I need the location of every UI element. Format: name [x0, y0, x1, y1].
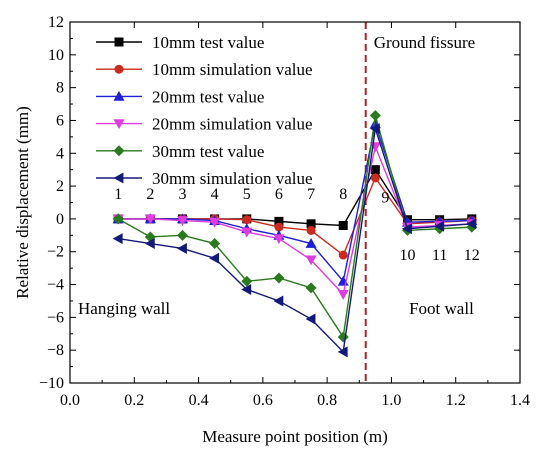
- series-5-point: [177, 229, 188, 241]
- series-4-point: [241, 227, 253, 238]
- series-4-point: [305, 255, 317, 266]
- series-5-point: [273, 272, 285, 284]
- series-5-point: [337, 331, 349, 343]
- y-tick-label: 6: [56, 112, 64, 129]
- measure-point-label: 6: [275, 186, 283, 203]
- measure-point-label: 9: [381, 190, 389, 207]
- series-5-point: [241, 275, 253, 287]
- legend-marker-2: [114, 64, 124, 74]
- series-2-point: [274, 222, 284, 232]
- measure-point-label: 2: [146, 186, 154, 203]
- legend-marker-4: [113, 119, 125, 130]
- legend-label-1: 10mm test value: [152, 33, 264, 52]
- y-tick-label: −8: [47, 342, 64, 359]
- measure-point-label: 12: [464, 247, 480, 264]
- series-1-point: [338, 220, 348, 230]
- x-tick-label: 0.6: [253, 392, 273, 409]
- series-6-point: [177, 242, 187, 254]
- measure-point-label: 1: [114, 186, 122, 203]
- y-tick-label: −10: [39, 375, 64, 392]
- x-tick-label: 0.2: [124, 392, 144, 409]
- foot-wall-annotation: Foot wall: [409, 299, 474, 318]
- x-tick-label: 1.2: [446, 392, 466, 409]
- y-axis-title: Relative displacement (mm): [13, 106, 32, 299]
- measure-point-label: 3: [179, 186, 187, 203]
- series-6-point: [466, 218, 477, 230]
- legend: 10mm test value 10mm simulation value 20mm…: [96, 33, 313, 188]
- series-5-point: [369, 110, 381, 122]
- legend-label-2: 10mm simulation value: [152, 60, 313, 79]
- series-4-point: [273, 234, 285, 245]
- legend-marker-5: [113, 145, 125, 157]
- hanging-wall-annotation: Hanging wall: [78, 299, 170, 318]
- y-tick-label: 10: [48, 47, 64, 64]
- y-tick-label: −6: [47, 309, 64, 326]
- measure-point-label: 4: [211, 186, 219, 203]
- series-6-point: [273, 295, 284, 307]
- y-tick-label: −2: [47, 244, 64, 261]
- series-5-point: [112, 213, 124, 225]
- legend-label-5: 30mm test value: [152, 142, 264, 161]
- series-line-4: [118, 144, 472, 296]
- series-6-point: [241, 283, 252, 295]
- x-tick-label: 0.4: [189, 392, 209, 409]
- labels: 0.0 0.2 0.4 0.6 0.8 1.0 1.2 1.4 −10 −8 −6 −4 −2 0 2 4 6 8…: [39, 14, 530, 409]
- legend-marker-1: [114, 37, 124, 47]
- y-tick-label: 2: [56, 178, 64, 195]
- series-4-point: [177, 216, 188, 227]
- series-4-point: [337, 289, 349, 300]
- x-axis-title: Measure point position (m): [202, 427, 388, 446]
- series-6-point: [144, 238, 155, 250]
- legend-marker-6: [113, 172, 124, 184]
- series-2-point: [306, 225, 316, 235]
- series-1-point: [370, 165, 380, 175]
- series-4-point: [144, 214, 156, 225]
- series-line-3: [118, 121, 472, 283]
- legend-label-6: 30mm simulation value: [152, 169, 313, 188]
- series-1-point: [306, 219, 316, 229]
- series-6-point: [209, 252, 220, 264]
- series-3-point: [305, 238, 317, 248]
- plot-series-group: [112, 22, 478, 383]
- measure-point-label: 8: [339, 186, 347, 203]
- series-4-point: [209, 217, 221, 228]
- y-tick-label: 8: [56, 80, 64, 97]
- series-1-point: [274, 216, 284, 226]
- series-6-point: [434, 220, 445, 232]
- measure-point-label: 11: [432, 247, 447, 264]
- series-line-5: [117, 115, 472, 339]
- x-tick-label: 1.4: [510, 392, 530, 409]
- series-2-point: [370, 173, 380, 183]
- measure-point-label: 10: [400, 247, 416, 264]
- series-5-point: [209, 238, 221, 250]
- series-2-point: [338, 250, 348, 260]
- x-tick-label: 0.8: [317, 392, 337, 409]
- y-tick-label: 12: [48, 14, 64, 31]
- series-6-point: [337, 346, 348, 358]
- measure-point-label: 7: [307, 186, 315, 203]
- axes: [69, 21, 521, 384]
- legend-label-4: 20mm simulation value: [152, 115, 313, 134]
- legend-label-3: 20mm test value: [152, 87, 264, 106]
- ground-fissure-annotation: Ground fissure: [374, 33, 476, 52]
- y-tick-label: 4: [56, 145, 64, 162]
- series-6-point: [402, 223, 412, 235]
- series-5-point: [305, 282, 317, 294]
- legend-marker-3: [113, 90, 125, 101]
- x-tick-label: 0.0: [60, 392, 80, 409]
- series-line-2: [118, 176, 472, 257]
- y-tick-label: −4: [47, 277, 64, 294]
- measure-point-label: 5: [243, 186, 251, 203]
- series-line-6: [118, 128, 472, 354]
- x-tick-label: 1.0: [381, 392, 401, 409]
- series-6-point: [305, 313, 316, 325]
- series-6-point: [112, 233, 123, 245]
- series-6-point: [369, 123, 380, 135]
- y-tick-label: 0: [56, 211, 64, 228]
- series-2-point: [242, 215, 252, 225]
